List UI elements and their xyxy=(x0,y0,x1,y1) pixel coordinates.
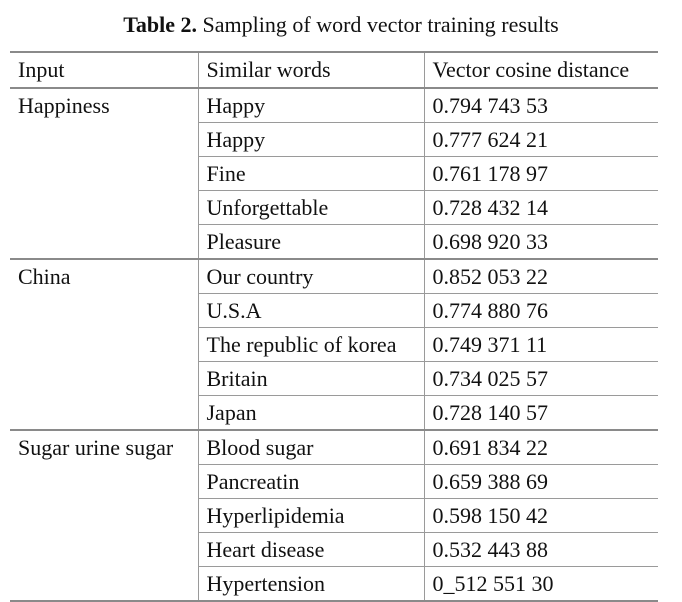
header-input: Input xyxy=(18,57,65,82)
similar-word: Our country xyxy=(197,259,424,294)
cosine-distance: 0.794 743 53 xyxy=(423,88,658,123)
header-row: Input Similar words Vector cosine distan… xyxy=(10,52,658,88)
caption-text: Sampling of word vector training results xyxy=(202,12,559,37)
cosine-distance: 0.659 388 69 xyxy=(423,464,658,499)
similar-word: The republic of korea xyxy=(197,327,424,362)
table-row: Happy 0.777 624 21 xyxy=(10,122,658,157)
cosine-distance: 0.777 624 21 xyxy=(423,122,658,157)
header-similar-words: Similar words xyxy=(197,52,424,88)
table-row: Heart disease 0.532 443 88 xyxy=(10,532,658,567)
table-row: China Our country 0.852 053 22 xyxy=(10,259,658,294)
similar-word: Hypertension xyxy=(197,566,424,601)
table-row: U.S.A 0.774 880 76 xyxy=(10,293,658,328)
similar-word: Pleasure xyxy=(197,224,424,259)
table-row: Happiness Happy 0.794 743 53 xyxy=(10,88,658,123)
header-cosine-distance: Vector cosine distance xyxy=(423,52,658,88)
cosine-distance: 0.698 920 33 xyxy=(423,224,658,259)
similar-word: U.S.A xyxy=(197,293,424,328)
cosine-distance: 0.691 834 22 xyxy=(423,430,658,465)
cosine-distance: 0.728 432 14 xyxy=(423,190,658,225)
cosine-distance: 0.734 025 57 xyxy=(423,361,658,396)
table-row: Unforgettable 0.728 432 14 xyxy=(10,190,658,225)
similar-word: Japan xyxy=(197,395,424,430)
cosine-distance: 0.852 053 22 xyxy=(423,259,658,294)
cosine-distance: 0_512 551 30 xyxy=(423,566,658,601)
table-row: The republic of korea 0.749 371 11 xyxy=(10,327,658,362)
results-table: Input Similar words Vector cosine distan… xyxy=(10,51,658,602)
caption-label: Table 2. xyxy=(123,12,198,37)
table-row: Sugar urine sugar Blood sugar 0.691 834 … xyxy=(10,430,658,465)
similar-word: Happy xyxy=(197,88,424,123)
similar-word: Happy xyxy=(197,122,424,157)
similar-word: Britain xyxy=(197,361,424,396)
table-row: Fine 0.761 178 97 xyxy=(10,156,658,191)
table-row: Pleasure 0.698 920 33 xyxy=(10,224,658,259)
table-caption: Table 2. Sampling of word vector trainin… xyxy=(0,10,682,40)
table-row: Japan 0.728 140 57 xyxy=(10,395,658,430)
similar-word: Pancreatin xyxy=(197,464,424,499)
cosine-distance: 0.774 880 76 xyxy=(423,293,658,328)
similar-word: Heart disease xyxy=(197,532,424,567)
similar-word: Hyperlipidemia xyxy=(197,498,424,533)
cosine-distance: 0.598 150 42 xyxy=(423,498,658,533)
table-row: Britain 0.734 025 57 xyxy=(10,361,658,396)
table-row: Pancreatin 0.659 388 69 xyxy=(10,464,658,499)
similar-word: Unforgettable xyxy=(197,190,424,225)
cosine-distance: 0.749 371 11 xyxy=(423,327,658,362)
group-input: China xyxy=(18,264,71,289)
similar-word: Fine xyxy=(197,156,424,191)
group-input: Sugar urine sugar xyxy=(18,435,174,460)
cosine-distance: 0.728 140 57 xyxy=(423,395,658,430)
table-row: Hyperlipidemia 0.598 150 42 xyxy=(10,498,658,533)
similar-word: Blood sugar xyxy=(197,430,424,465)
cosine-distance: 0.532 443 88 xyxy=(423,532,658,567)
cosine-distance: 0.761 178 97 xyxy=(423,156,658,191)
group-input: Happiness xyxy=(18,93,110,118)
